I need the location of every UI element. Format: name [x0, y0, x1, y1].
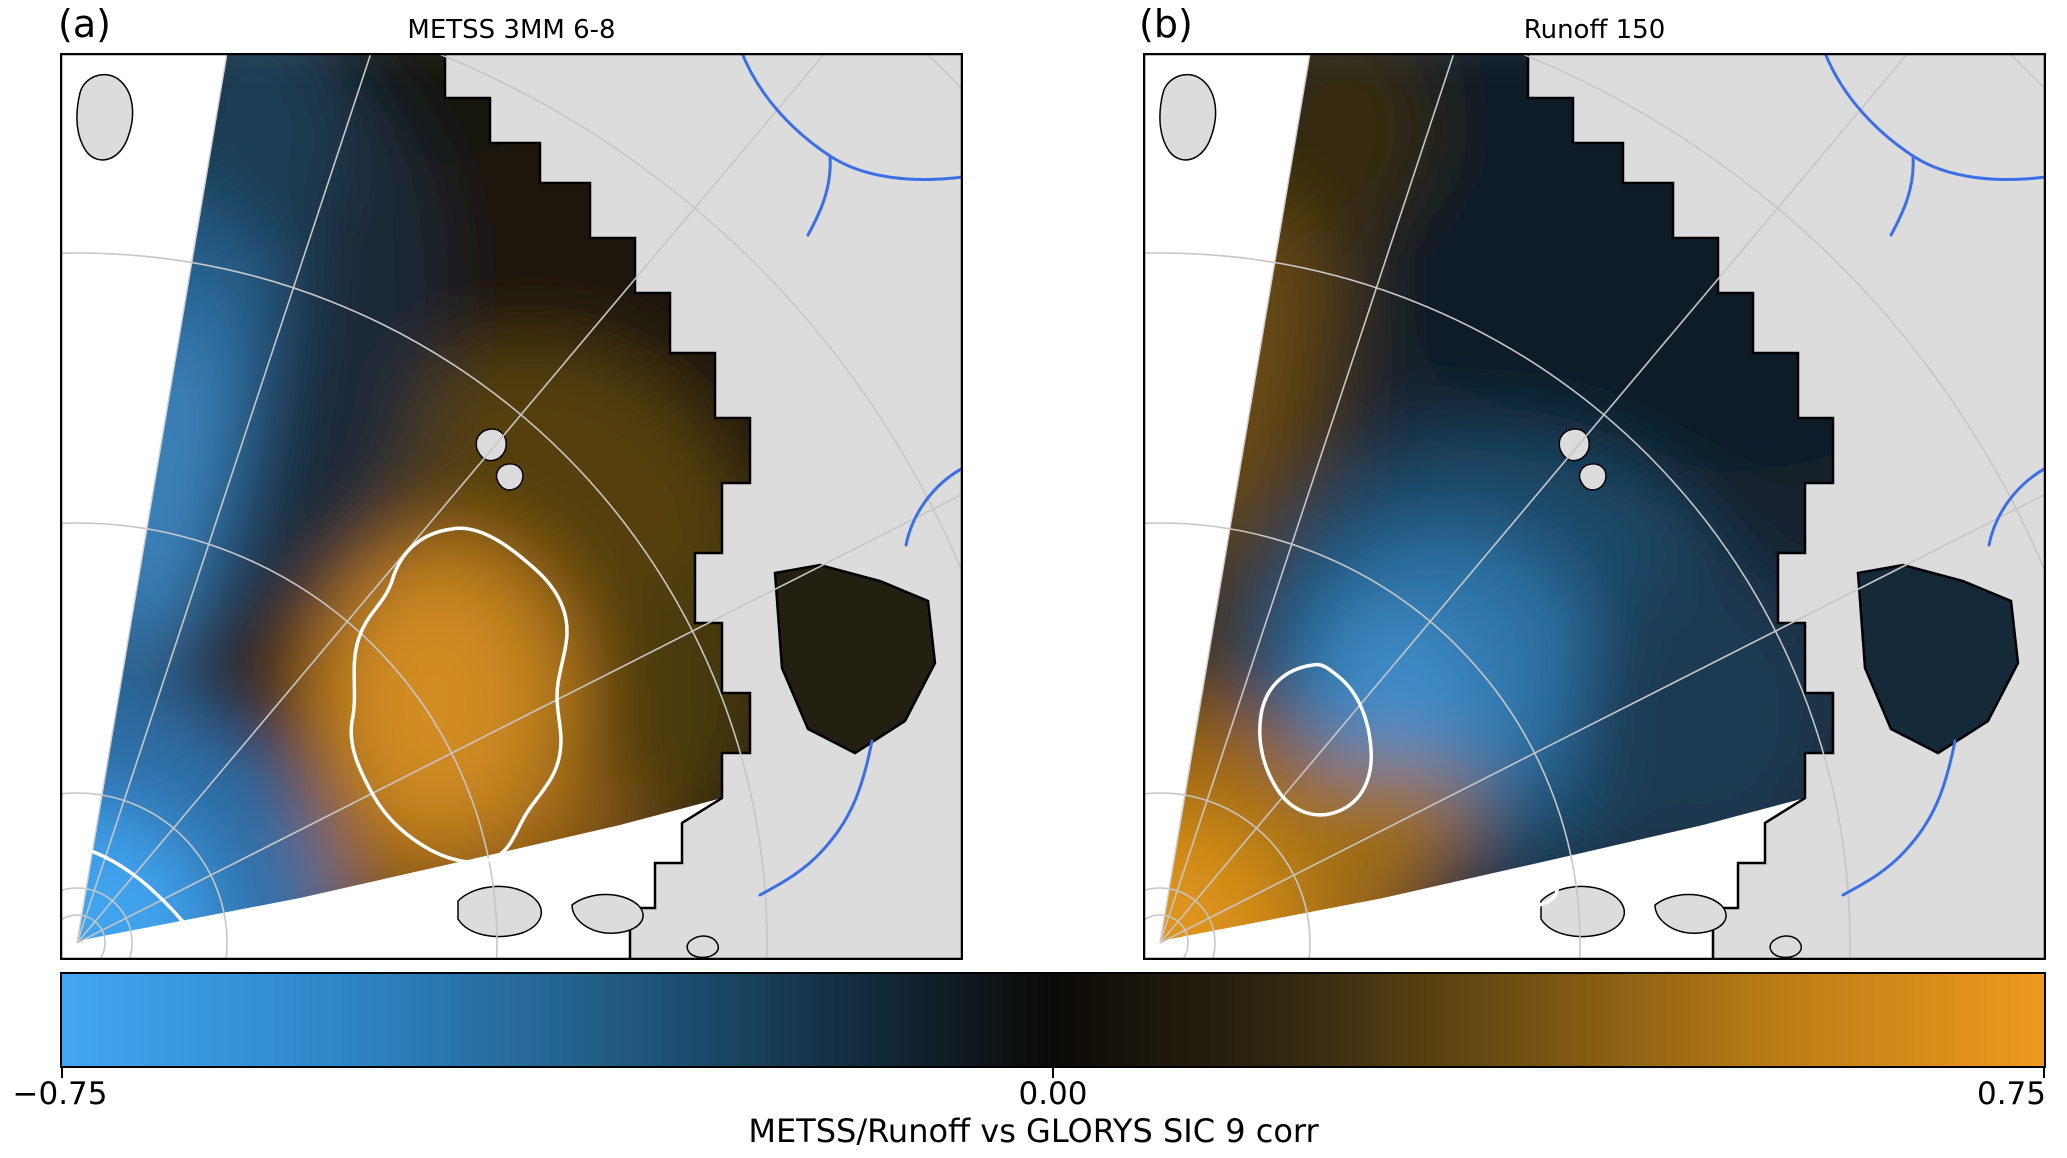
map-panel-a [60, 53, 963, 960]
colorbar-tick-label-min: −0.75 [12, 1076, 108, 1112]
map-panel-b [1143, 53, 2046, 960]
graticule-meridian [1159, 53, 1455, 944]
field-blob [77, 808, 215, 941]
island [1769, 935, 1802, 959]
graticule-meridian [76, 53, 372, 944]
field-blob [1318, 618, 1478, 788]
island [1654, 893, 1727, 934]
river [1841, 739, 1957, 897]
graticule-parallel [1143, 522, 1581, 960]
contour-small-region [1493, 867, 1559, 909]
field-blob [1573, 563, 1833, 863]
river [904, 466, 963, 547]
island [686, 935, 719, 959]
graticule-meridian [1159, 493, 2046, 944]
significance-contours-b [1258, 662, 1559, 909]
field-blob [350, 588, 520, 818]
graticule-parallel [1143, 792, 1311, 960]
graticule-parallel [60, 914, 106, 960]
colorbar-ticks [61, 1068, 2045, 1078]
colorbar-tick-label-mid: 0.00 [1018, 1076, 1088, 1112]
field-blob [610, 573, 750, 813]
graticule-parallel [1143, 252, 1851, 960]
colorbar-axis-label: METSS/Runoff vs GLORYS SIC 9 corr [748, 1112, 1319, 1150]
colorbar-gradient [60, 972, 2046, 1068]
panel-b-label: (b) [1139, 2, 1193, 46]
island [76, 73, 134, 161]
panel-a-label: (a) [58, 2, 111, 46]
significance-contours-a [68, 526, 569, 937]
panel-a-title: METSS 3MM 6-8 [407, 15, 616, 45]
contour-pole-arc [68, 843, 196, 937]
gulf-inlet [773, 563, 937, 755]
coastline [1526, 53, 1835, 960]
graticule-meridian [1159, 53, 1909, 944]
gulf-inlet [1856, 563, 2020, 755]
graticule-parallel [60, 522, 498, 960]
panel-frame [1143, 53, 2046, 960]
islands [76, 73, 719, 959]
colorbar-tick-label-max: 0.75 [1976, 1076, 2046, 1112]
island [495, 463, 524, 491]
graticule-meridian [76, 53, 826, 944]
contour-positive-region [349, 526, 569, 864]
rivers [740, 53, 963, 897]
coastline [443, 53, 752, 960]
island [1558, 428, 1590, 462]
colorbar [60, 972, 2046, 1078]
graticule-parallel [1143, 914, 1189, 960]
domain-edge-line [76, 53, 228, 944]
island [457, 885, 542, 938]
river [1987, 466, 2046, 547]
graticule-parallel [1143, 887, 1216, 960]
island [1159, 73, 1217, 161]
island [1540, 885, 1625, 938]
panel-b-title: Runoff 150 [1523, 15, 1666, 45]
islands [1159, 73, 1802, 959]
river [806, 154, 832, 237]
graticule-parallel [60, 887, 133, 960]
island [571, 893, 644, 934]
domain-edge-line [1159, 53, 1311, 944]
rivers [1823, 53, 2046, 897]
panel-frame [60, 53, 963, 960]
river [1889, 154, 1915, 237]
graticule-parallel [60, 252, 768, 960]
island [475, 428, 507, 462]
graticule-meridian [76, 493, 963, 944]
island [1578, 463, 1607, 491]
graticule [60, 53, 963, 960]
contour-negative-region [1258, 662, 1373, 817]
river [758, 739, 874, 897]
graticule-parallel [60, 792, 228, 960]
graticule [1143, 53, 2046, 960]
